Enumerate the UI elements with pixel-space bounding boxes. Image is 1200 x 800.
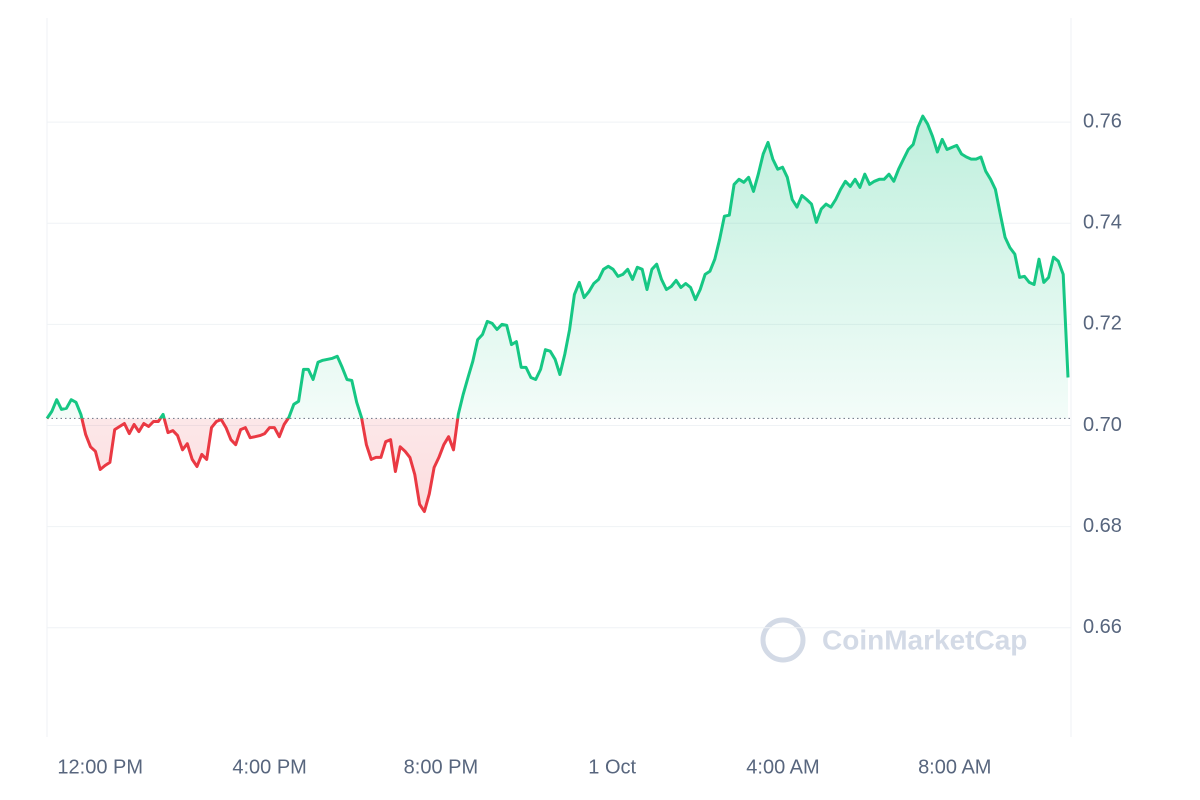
x-tick-label: 4:00 PM (232, 756, 306, 778)
watermark: CoinMarketCap (760, 617, 1027, 663)
watermark-text: CoinMarketCap (822, 624, 1027, 655)
x-tick-label: 8:00 PM (404, 756, 478, 778)
x-tick-label: 4:00 AM (746, 756, 819, 778)
y-tick-label: 0.76 (1083, 110, 1122, 132)
y-tick-label: 0.70 (1083, 414, 1122, 436)
x-tick-label: 1 Oct (588, 756, 636, 778)
x-tick-label: 12:00 PM (57, 756, 143, 778)
price-line (45, 114, 1070, 513)
area-fill (47, 116, 1068, 512)
y-tick-label: 0.74 (1083, 212, 1122, 234)
y-tick-label: 0.68 (1083, 515, 1122, 537)
y-tick-label: 0.66 (1083, 616, 1122, 638)
y-tick-label: 0.72 (1083, 313, 1122, 335)
x-tick-label: 8:00 AM (918, 756, 991, 778)
watermark-logo (760, 617, 806, 663)
